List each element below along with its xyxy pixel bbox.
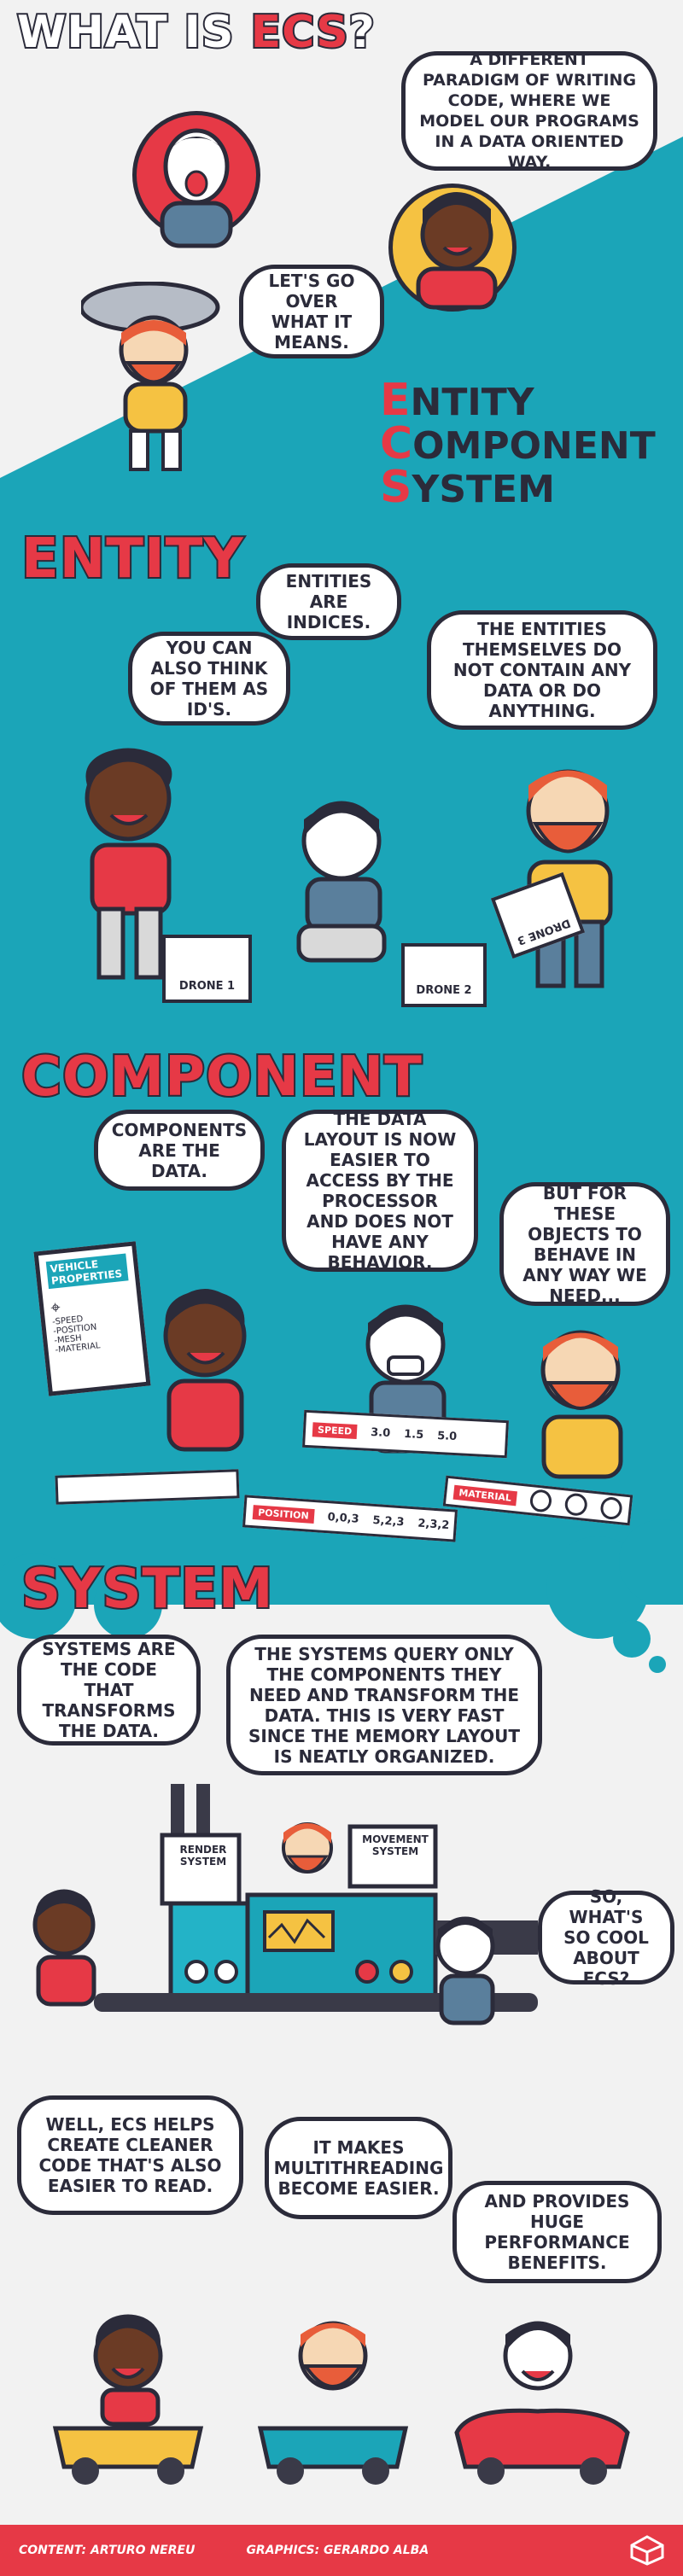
benefits-character-woman-car [52, 2314, 204, 2485]
component-character-woman [163, 1289, 247, 1452]
component-bubble-data: COMPONENTS ARE THE DATA. [94, 1110, 265, 1191]
system-bubble-query: THE SYSTEMS QUERY ONLY THE COMPONENTS TH… [226, 1635, 542, 1775]
entity-character-bearded [526, 769, 613, 988]
material-swatch [563, 1492, 588, 1517]
speed-value: 5.0 [436, 1429, 458, 1443]
system-bubble-cool: SO, WHAT'S SO COOL ABOUT ECS? [538, 1886, 674, 1989]
entity-character-woman [85, 748, 172, 980]
vehicle-properties-poster: VEHICLE PROPERTIES ⌖ -SPEED -POSITION -M… [33, 1241, 151, 1396]
movement-system-sign: MOVEMENT SYSTEM [362, 1833, 429, 1857]
graphics-credit: GRAPHICS: GERARDO ALBA [246, 2544, 429, 2557]
entity-heading: ENTITY [20, 526, 245, 592]
entity-bubble-indices: ENTITIES ARE INDICES. [256, 563, 401, 640]
component-bubble-behave: BUT FOR THESE OBJECTS TO BEHAVE IN ANY W… [499, 1182, 670, 1306]
speed-value: 3.0 [370, 1425, 391, 1440]
speed-label: SPEED [312, 1421, 358, 1439]
material-label: MATERIAL [452, 1484, 517, 1506]
entity-bubble-ids: YOU CAN ALSO THINK OF THEM AS ID'S. [128, 632, 290, 726]
acronym-component: COMPONENT [380, 418, 656, 469]
speed-value: 1.5 [403, 1427, 424, 1442]
intro-character-3 [81, 282, 220, 471]
title-prefix: WHAT IS [15, 5, 251, 60]
render-system-sign: RENDER SYSTEM [179, 1844, 227, 1868]
intro-bubble-lets-go: LET'S GO OVER WHAT IT MEANS. [239, 265, 384, 358]
intro-character-2 [416, 192, 498, 310]
benefits-character-bearded-car [257, 2321, 409, 2485]
acronym-system: SYSTEM [380, 462, 555, 513]
system-character-bearded [282, 1822, 333, 1874]
material-swatch [598, 1495, 623, 1521]
ecs-acronym: ENTITY COMPONENT SYSTEM [380, 375, 656, 513]
benefits-bubble-cleaner: WELL, ECS HELPS CREATE CLEANER CODE THAT… [17, 2095, 243, 2215]
entity-box-drone-1: DRONE 1 [162, 935, 252, 1003]
system-heading: SYSTEM [20, 1556, 275, 1623]
content-credit: CONTENT: ARTURO NEREU [19, 2544, 196, 2557]
title-accent: ECS [249, 5, 350, 60]
system-character-woman [32, 1889, 96, 2007]
component-heading: COMPONENT [20, 1044, 423, 1110]
acronym-entity: ENTITY [380, 375, 534, 426]
entity-bubble-nodata: THE ENTITIES THEMSELVES DO NOT CONTAIN A… [427, 610, 657, 730]
position-label: POSITION [252, 1504, 315, 1524]
component-bubble-layout: THE DATA LAYOUT IS NOW EASIER TO ACCESS … [282, 1109, 478, 1273]
entity-character-man-crouching [296, 801, 387, 963]
benefits-bubble-threading: IT MAKES MULTITHREADING BECOME EASIER. [265, 2117, 452, 2219]
position-value: 0,0,3 [327, 1510, 360, 1526]
benefits-character-man-car [454, 2321, 630, 2485]
component-character-bearded [540, 1330, 623, 1479]
material-swatch [528, 1489, 553, 1513]
intro-bubble-paradigm: A DIFFERENT PARADIGM OF WRITING CODE, WH… [401, 50, 657, 172]
system-machine [94, 1784, 538, 2012]
position-value: 2,3,2 [417, 1517, 450, 1532]
page-title: WHAT IS ECS? [15, 5, 377, 60]
position-value: 5,2,3 [372, 1513, 405, 1529]
entity-box-drone-2: DRONE 2 [401, 943, 487, 1007]
poster-title: VEHICLE PROPERTIES [45, 1253, 129, 1290]
intro-character-1 [160, 128, 233, 248]
unity-logo-icon [630, 2535, 664, 2566]
system-bubble-code: SYSTEMS ARE THE CODE THAT TRANSFORMS THE… [17, 1635, 201, 1746]
system-character-man [435, 1916, 495, 2025]
benefits-bubble-perf: AND PROVIDES HUGE PERFORMANCE BENEFITS. [452, 2181, 662, 2283]
footer-bar: CONTENT: ARTURO NEREU GRAPHICS: GERARDO … [0, 2525, 683, 2576]
title-suffix: ? [347, 5, 377, 60]
